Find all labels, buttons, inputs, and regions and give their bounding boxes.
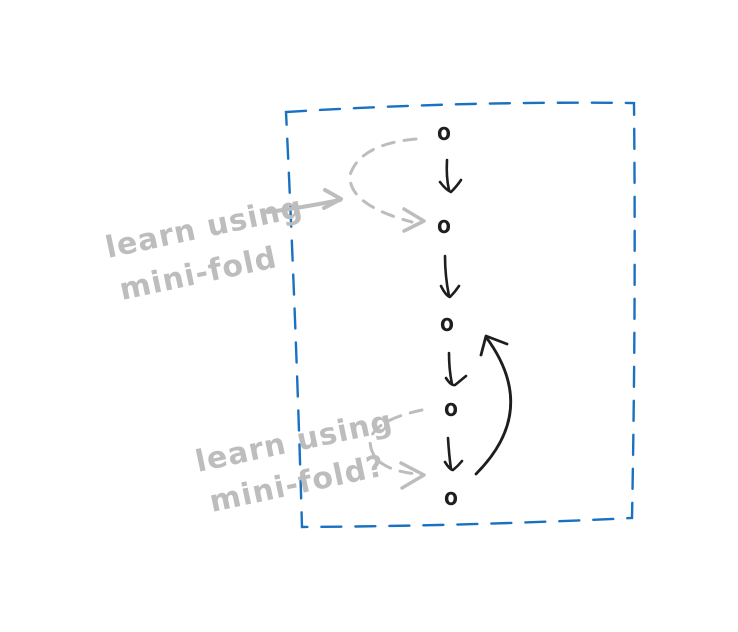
annotation-upper: learn using mini-fold [102,137,426,308]
annotation-lower: learn using mini-fold? [192,404,426,520]
annotation-upper-bracket-head [402,207,426,233]
down-arrow-3 [444,351,468,387]
node-column: o o o o o [437,118,458,511]
dashed-frame [284,101,636,529]
node-1: o [437,118,451,146]
loop-back-arrowhead [479,334,509,357]
annotation-lower-bracket-head [399,461,426,490]
annotation-upper-bracket [348,137,418,224]
node-3: o [440,309,454,337]
down-arrows [438,158,468,472]
down-arrow-1 [438,158,463,194]
down-arrow-4 [443,436,464,472]
annotation-upper-connector-head [322,188,343,210]
node-4: o [444,394,458,422]
annotation-lower-bracket [368,408,424,476]
node-5: o [444,483,458,511]
down-arrow-2 [439,254,461,299]
loop-back-arrow [474,334,513,476]
node-2: o [437,211,451,239]
loop-back-curve [474,335,513,476]
